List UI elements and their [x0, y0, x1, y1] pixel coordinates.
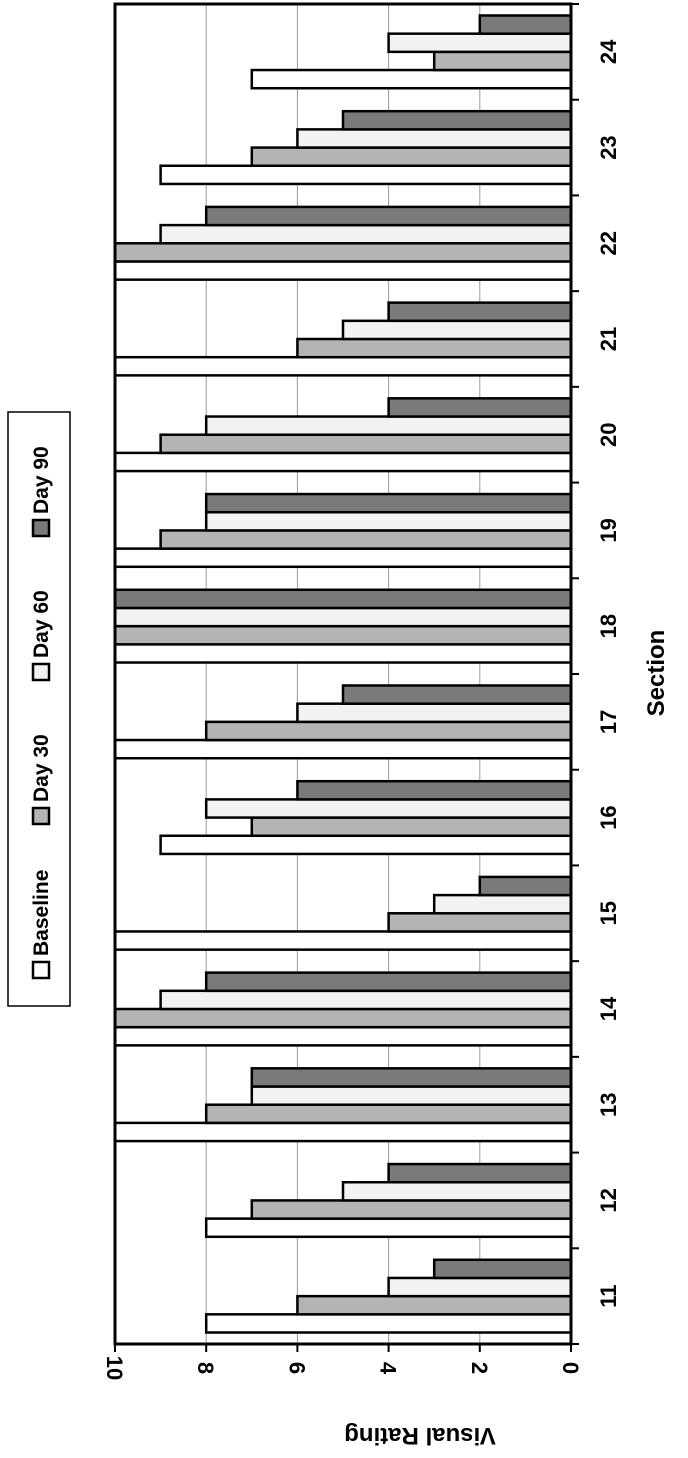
legend-label: Day 60 — [30, 590, 53, 658]
value-tick-label: 6 — [284, 1362, 309, 1374]
bar — [113, 930, 573, 951]
category-tick-label: 24 — [596, 39, 621, 64]
category-tick-label: 14 — [596, 996, 621, 1021]
bar — [432, 50, 573, 72]
bar — [204, 510, 573, 532]
legend-swatch — [31, 806, 51, 826]
bar — [341, 1180, 573, 1202]
legend-swatch — [31, 518, 51, 538]
category-tick-label: 11 — [596, 1285, 621, 1308]
bar — [113, 643, 573, 664]
legend-swatch — [31, 960, 51, 980]
category-axis-label: Section — [643, 630, 670, 717]
bar — [387, 32, 573, 54]
bar — [159, 529, 573, 550]
category-tick-label: 17 — [596, 710, 621, 734]
legend-label: Baseline — [30, 870, 53, 956]
value-tick-label: 2 — [467, 1362, 492, 1374]
bar — [387, 397, 573, 418]
bar — [204, 798, 573, 819]
legend-item: Day 90 — [30, 446, 53, 538]
value-axis-label: Visual Rating — [344, 1422, 496, 1449]
bar — [204, 415, 573, 436]
bar — [159, 989, 573, 1011]
bar — [387, 1276, 573, 1298]
bar — [296, 1294, 573, 1316]
legend: Baseline Day 30 Day 60 Day 90 — [7, 411, 71, 1007]
category-tick-label: 23 — [596, 135, 621, 159]
bar — [432, 893, 573, 915]
legend-swatch — [31, 662, 51, 682]
bar — [478, 14, 573, 35]
legend-label: Day 90 — [30, 446, 53, 514]
plot-area — [115, 4, 571, 1344]
bar — [113, 355, 573, 377]
value-axis-ticks: 0 2 4 6 8 10 — [102, 1344, 583, 1380]
category-tick-label: 18 — [596, 614, 621, 638]
bar — [113, 738, 573, 760]
bar — [204, 720, 573, 742]
bar — [204, 1313, 573, 1334]
bar — [113, 451, 573, 473]
bar — [204, 971, 573, 993]
category-tick-label: 20 — [596, 422, 621, 446]
value-tick-label: 10 — [102, 1356, 127, 1380]
bar — [250, 1085, 573, 1106]
bar — [159, 433, 573, 455]
bar — [341, 684, 573, 705]
legend-item: Day 30 — [30, 734, 53, 826]
bar — [113, 260, 573, 281]
value-tick-label: 8 — [193, 1362, 218, 1374]
bar — [204, 492, 573, 514]
category-tick-label: 13 — [596, 1092, 621, 1116]
bar — [113, 606, 573, 628]
bar — [296, 128, 573, 149]
bar — [250, 68, 573, 90]
legend-box — [7, 411, 71, 1007]
legend-item: Day 60 — [30, 590, 53, 682]
category-tick-label: 21 — [596, 327, 621, 351]
legend-item: Baseline — [30, 870, 53, 980]
bar — [250, 816, 573, 838]
bar — [113, 1025, 573, 1047]
bar — [159, 164, 573, 186]
category-axis-ticks: 11 12 13 14 15 16 17 18 19 20 21 22 23 24 — [571, 3, 621, 1345]
bar — [204, 1217, 573, 1239]
bar — [296, 779, 573, 801]
bar — [341, 109, 573, 131]
bar — [296, 337, 573, 359]
legend-label: Day 30 — [30, 734, 53, 802]
bar — [159, 834, 573, 856]
bar — [478, 875, 573, 897]
bar — [204, 205, 573, 227]
value-tick-label: 4 — [376, 1362, 401, 1375]
bar — [113, 242, 573, 263]
bar — [113, 547, 573, 569]
bar — [387, 912, 573, 933]
bar — [250, 1199, 573, 1220]
category-tick-label: 12 — [596, 1188, 621, 1212]
category-tick-label: 22 — [596, 231, 621, 255]
category-tick-label: 19 — [596, 518, 621, 542]
category-tick-label: 16 — [596, 805, 621, 829]
bar — [341, 319, 573, 341]
bar — [113, 588, 573, 610]
legend-items: Baseline Day 30 Day 60 Day 90 — [30, 446, 53, 980]
bar — [113, 1007, 573, 1029]
bar — [250, 146, 573, 168]
bar — [204, 1103, 573, 1125]
bar — [387, 301, 573, 323]
bar — [250, 1067, 573, 1088]
bar — [432, 1258, 573, 1280]
category-tick-label: 15 — [596, 901, 621, 925]
value-tick-label: 0 — [558, 1362, 583, 1374]
bar — [113, 624, 573, 646]
bar — [159, 223, 573, 245]
bar — [296, 702, 573, 724]
bar — [387, 1162, 573, 1184]
bar — [113, 1121, 573, 1143]
